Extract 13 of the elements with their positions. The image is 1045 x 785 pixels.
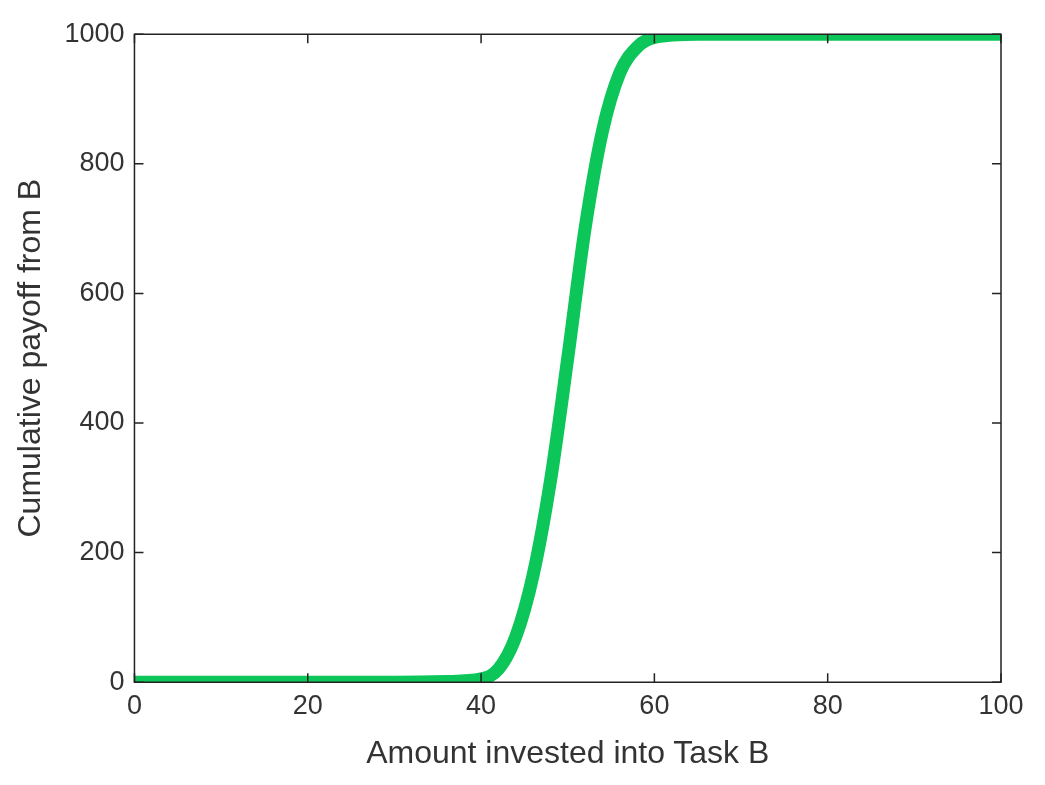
y-tick-label: 400 — [79, 406, 125, 437]
y-tick-label: 600 — [79, 276, 125, 307]
x-tick-label: 80 — [812, 689, 843, 720]
y-tick-label: 0 — [109, 665, 125, 696]
x-axis-title: Amount invested into Task B — [366, 733, 770, 770]
y-tick-label: 800 — [79, 147, 125, 178]
y-tick-label: 200 — [79, 536, 125, 567]
y-axis-title: Cumulative payoff from B — [11, 178, 48, 538]
x-tick-label: 40 — [466, 689, 497, 720]
x-tick-label: 100 — [978, 689, 1024, 720]
x-tick-label: 60 — [639, 689, 670, 720]
y-tick-label: 1000 — [64, 17, 125, 48]
x-tick-label: 20 — [292, 689, 323, 720]
